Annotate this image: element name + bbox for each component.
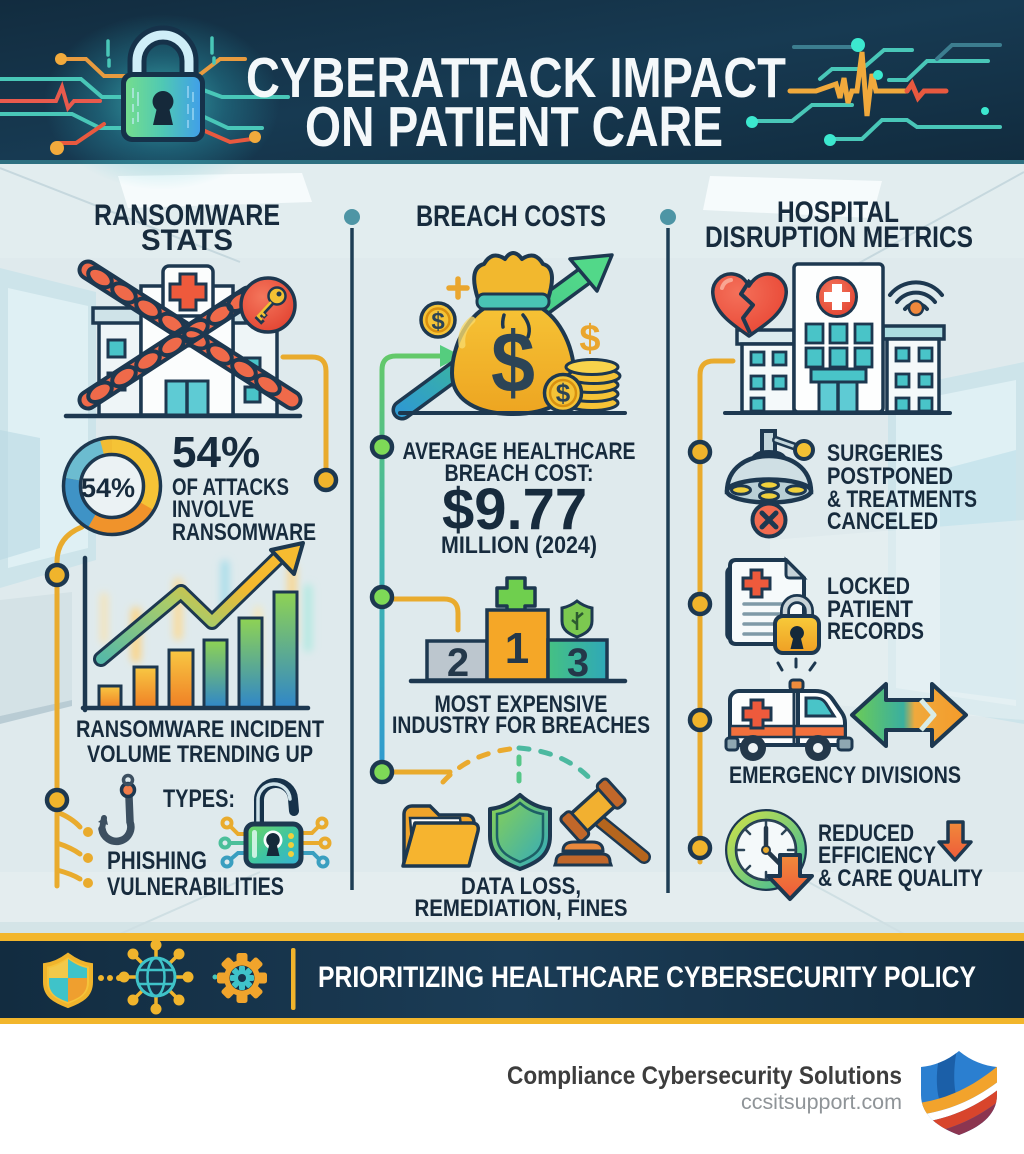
svg-text:$: $ xyxy=(431,308,445,335)
svg-text:54%: 54% xyxy=(172,428,260,477)
svg-text:RANSOMWARE INCIDENT: RANSOMWARE INCIDENT xyxy=(76,716,324,743)
svg-text:REDUCED: REDUCED xyxy=(818,820,914,847)
svg-text:CANCELED: CANCELED xyxy=(827,508,938,535)
svg-text:DISRUPTION METRICS: DISRUPTION METRICS xyxy=(705,221,973,254)
svg-text:EMERGENCY DIVISIONS: EMERGENCY DIVISIONS xyxy=(729,762,961,789)
svg-text:AVERAGE HEALTHCARE: AVERAGE HEALTHCARE xyxy=(403,438,636,465)
svg-text:& CARE QUALITY: & CARE QUALITY xyxy=(818,865,983,892)
svg-text:DATA LOSS,: DATA LOSS, xyxy=(461,873,581,900)
svg-text:LOCKED: LOCKED xyxy=(827,573,910,600)
svg-text:& TREATMENTS: & TREATMENTS xyxy=(827,486,977,513)
svg-text:TYPES:: TYPES: xyxy=(163,785,235,813)
svg-text:PATIENT: PATIENT xyxy=(827,596,913,623)
svg-text:INVOLVE: INVOLVE xyxy=(172,496,254,523)
svg-text:ON PATIENT CARE: ON PATIENT CARE xyxy=(305,95,723,159)
svg-text:ccsitsupport.com: ccsitsupport.com xyxy=(741,1091,902,1114)
svg-text:BREACH COSTS: BREACH COSTS xyxy=(416,200,606,233)
svg-text:RANSOMWARE: RANSOMWARE xyxy=(94,199,280,232)
svg-text:CYBERATTACK IMPACT: CYBERATTACK IMPACT xyxy=(246,46,786,110)
svg-text:SURGERIES: SURGERIES xyxy=(827,440,943,467)
svg-text:$: $ xyxy=(579,318,600,360)
svg-text:$: $ xyxy=(491,315,535,411)
svg-text:MILLION (2024): MILLION (2024) xyxy=(441,532,597,559)
svg-text:RECORDS: RECORDS xyxy=(827,618,924,645)
svg-text:VOLUME TRENDING UP: VOLUME TRENDING UP xyxy=(87,741,313,768)
svg-text:2: 2 xyxy=(447,641,469,685)
svg-text:$: $ xyxy=(556,378,571,408)
svg-text:INDUSTRY FOR BREACHES: INDUSTRY FOR BREACHES xyxy=(392,712,650,739)
svg-text:Compliance Cybersecurity Solut: Compliance Cybersecurity Solutions xyxy=(507,1062,902,1090)
svg-text:54%: 54% xyxy=(81,473,135,503)
svg-text:REMEDIATION, FINES: REMEDIATION, FINES xyxy=(415,895,628,922)
svg-text:RANSOMWARE: RANSOMWARE xyxy=(172,519,316,546)
svg-text:OF ATTACKS: OF ATTACKS xyxy=(172,474,289,501)
svg-text:PRIORITIZING HEALTHCARE CYBERS: PRIORITIZING HEALTHCARE CYBERSECURITY PO… xyxy=(318,961,976,994)
svg-text:VULNERABILITIES: VULNERABILITIES xyxy=(107,873,284,901)
svg-text:PHISHING: PHISHING xyxy=(107,847,207,875)
svg-text:3: 3 xyxy=(567,641,589,685)
svg-text:BREACH COST:: BREACH COST: xyxy=(445,460,594,487)
svg-text:EFFICIENCY: EFFICIENCY xyxy=(818,842,936,869)
svg-text:HOSPITAL: HOSPITAL xyxy=(777,196,899,229)
svg-text:POSTPONED: POSTPONED xyxy=(827,463,953,490)
svg-text:$9.77: $9.77 xyxy=(442,477,587,542)
svg-text:MOST EXPENSIVE: MOST EXPENSIVE xyxy=(435,691,608,718)
svg-text:STATS: STATS xyxy=(141,224,233,257)
svg-text:1: 1 xyxy=(505,624,529,673)
